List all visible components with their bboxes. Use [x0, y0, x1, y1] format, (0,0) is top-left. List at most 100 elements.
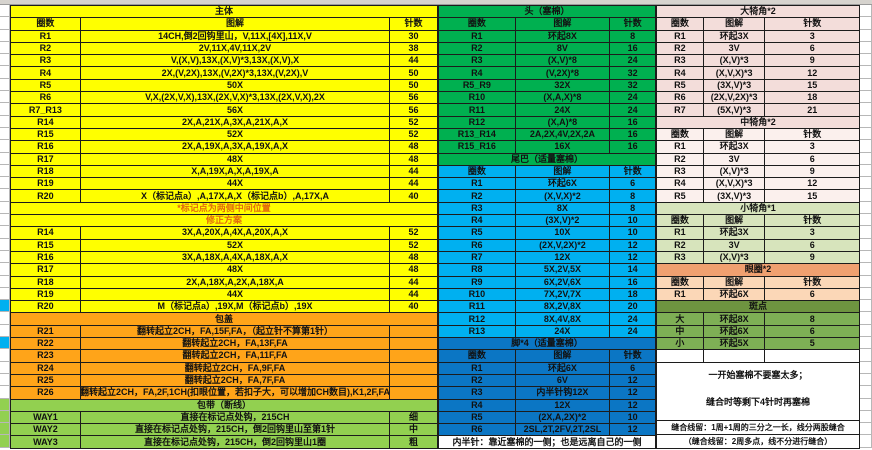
round-label-cell[interactable]: R4 — [439, 215, 516, 228]
stitch-count-cell[interactable]: 52 — [390, 116, 438, 129]
stitch-count-cell[interactable]: 9 — [765, 55, 860, 68]
round-label-cell[interactable]: R15_R16 — [439, 141, 516, 154]
section-title-eye-ring[interactable]: 眼圈*2 — [657, 264, 860, 277]
stitch-count-cell[interactable]: 50 — [390, 79, 438, 93]
pattern-cell[interactable]: 环起6X — [515, 178, 611, 191]
pattern-cell[interactable]: V,X,(2X,V,X),13X,(2X,V,X)*3,13X,(2X,V,X)… — [80, 92, 391, 105]
round-label-cell[interactable]: R14 — [11, 227, 81, 240]
col-header-stitches[interactable]: 针数 — [765, 18, 860, 31]
round-label-cell[interactable]: R15 — [11, 128, 81, 142]
pattern-cell[interactable]: 12X — [515, 399, 611, 412]
stitch-count-cell[interactable]: 12 — [610, 239, 656, 252]
marker-note[interactable]: *标记点为两侧中间位置 — [11, 202, 438, 216]
pattern-cell[interactable]: (3X,V)*3 — [703, 190, 766, 203]
stitch-count-cell[interactable]: 8 — [610, 30, 656, 43]
round-label-cell[interactable]: R5 — [657, 190, 704, 203]
pattern-cell[interactable]: (X,A,X)*8 — [515, 92, 611, 105]
round-label-cell[interactable]: R3 — [11, 55, 81, 68]
pattern-cell[interactable]: 6V — [515, 374, 611, 388]
round-label-cell[interactable]: R2 — [657, 239, 704, 252]
stitch-count-cell[interactable]: 52 — [390, 128, 438, 142]
stitch-count-cell[interactable] — [390, 338, 438, 351]
stitch-count-cell[interactable]: 52 — [390, 227, 438, 240]
pattern-cell[interactable]: M（标记点a）,19X,M（标记点b）,19X — [80, 301, 391, 314]
thickness-cell[interactable]: 细 — [390, 411, 438, 425]
stitch-count-cell[interactable]: 24 — [610, 55, 656, 68]
stitch-count-cell[interactable]: 56 — [390, 92, 438, 105]
col-header-pattern[interactable]: 图解 — [703, 18, 766, 31]
col-header-stitches[interactable]: 针数 — [765, 215, 860, 228]
note-seam-length[interactable]: 缝合线留：1周+1周的三分之一长，线分两股缝合 — [657, 420, 859, 434]
note-stuff-later[interactable]: 缝合时等剩下4针时再塞棉 — [705, 397, 810, 407]
section-title-cover[interactable]: 包盖 — [11, 313, 438, 326]
pattern-cell[interactable]: 2A,2X,4V,2X,2A — [515, 128, 611, 142]
round-label-cell[interactable]: R1 — [11, 30, 81, 43]
pattern-cell[interactable]: 环起3X — [703, 227, 766, 240]
stitch-count-cell[interactable]: 6 — [765, 239, 860, 252]
pattern-cell[interactable]: 环起8X — [703, 313, 766, 326]
stitch-count-cell[interactable]: 16 — [610, 128, 656, 142]
stitch-count-cell[interactable]: 18 — [765, 92, 860, 105]
section-title-head[interactable]: 头（塞棉） — [439, 6, 656, 19]
round-label-cell[interactable]: R2 — [11, 42, 81, 56]
stitch-count-cell[interactable]: 12 — [610, 387, 656, 400]
pattern-cell[interactable]: 8X — [515, 202, 611, 216]
pattern-cell[interactable]: 12X — [515, 251, 611, 265]
col-header-rounds[interactable]: 圈数 — [657, 18, 704, 31]
pattern-cell[interactable]: X,A,19X,A,X,A,19X,A — [80, 165, 391, 179]
round-label-cell[interactable]: R2 — [439, 190, 516, 203]
stitch-count-cell[interactable]: 12 — [610, 424, 656, 437]
round-label-cell[interactable]: R16 — [11, 251, 81, 265]
round-label-cell[interactable]: R24 — [11, 362, 81, 375]
pattern-cell[interactable]: 3X,A,20X,A,4X,A,20X,A,X — [80, 227, 391, 240]
round-label-cell[interactable]: R3 — [439, 202, 516, 216]
round-label-cell[interactable]: R4 — [439, 399, 516, 412]
round-label-cell[interactable]: R4 — [657, 178, 704, 191]
pattern-cell[interactable]: 3V — [703, 239, 766, 252]
round-label-cell[interactable]: R1 — [657, 141, 704, 154]
stitch-count-cell[interactable]: 24 — [610, 325, 656, 339]
round-label-cell[interactable]: R19 — [11, 178, 81, 191]
pattern-cell[interactable]: 2X,A,18X,A,2X,A,18X,A — [80, 276, 391, 289]
stitch-count-cell[interactable]: 52 — [390, 239, 438, 252]
pattern-cell[interactable]: X（标记点a）,A,17X,A,X（标记点b）,A,17X,A — [80, 190, 391, 203]
stitch-count-cell[interactable]: 21 — [765, 104, 860, 117]
pattern-cell[interactable]: 2X,A,19X,A,3X,A,19X,A,X — [80, 141, 391, 154]
pattern-cell[interactable]: (X,A)*8 — [515, 116, 611, 129]
pattern-cell[interactable]: 2X,(V,2X),13X,(V,2X)*3,13X,(V,2X),V — [80, 67, 391, 80]
stitch-count-cell[interactable]: 10 — [610, 411, 656, 425]
pattern-cell[interactable]: (X,V,X)*3 — [703, 178, 766, 191]
stitch-count-cell[interactable]: 48 — [390, 264, 438, 277]
round-label-cell[interactable]: R12 — [439, 313, 516, 326]
round-label-cell[interactable]: R26 — [11, 387, 81, 400]
size-label-cell[interactable]: 小 — [657, 338, 704, 351]
round-label-cell[interactable]: R20 — [11, 190, 81, 203]
pattern-cell[interactable]: 翻转起立2CH，FA,11F,FA — [80, 350, 391, 363]
stitch-count-cell[interactable]: 12 — [765, 178, 860, 191]
pattern-cell[interactable]: 10X — [515, 227, 611, 240]
pattern-cell[interactable]: 环起3X — [703, 141, 766, 154]
stitch-count-cell[interactable] — [390, 387, 438, 400]
round-label-cell[interactable]: R7 — [657, 104, 704, 117]
stitch-count-cell[interactable]: 10 — [610, 215, 656, 228]
note-seam-alt[interactable]: （缝合线留：2周多点，线不分进行缝合） — [657, 434, 859, 448]
stitch-count-cell[interactable]: 16 — [610, 116, 656, 129]
pattern-cell[interactable]: 环起6X — [703, 288, 766, 302]
way-label-cell[interactable]: WAY3 — [11, 436, 81, 449]
round-label-cell[interactable]: R5 — [11, 79, 81, 93]
pattern-cell[interactable]: 直接在标记点处钩，215CH — [80, 411, 391, 425]
stitch-count-cell[interactable]: 30 — [390, 30, 438, 43]
stitch-count-cell[interactable]: 12 — [765, 67, 860, 80]
pattern-cell[interactable]: 环起6X — [515, 362, 611, 375]
stitch-count-cell[interactable]: 44 — [390, 178, 438, 191]
stitch-count-cell[interactable]: 40 — [390, 190, 438, 203]
pattern-cell[interactable]: (X,V)*8 — [515, 55, 611, 68]
round-label-cell[interactable]: R14 — [11, 116, 81, 129]
pattern-cell[interactable]: 8X,2V,8X — [515, 301, 611, 314]
stitch-count-cell[interactable]: 6 — [765, 288, 860, 302]
half-stitch-note[interactable]: 内半针：靠近塞棉的一侧；也是远离自己的一侧 — [439, 436, 656, 449]
round-label-cell[interactable]: R1 — [439, 178, 516, 191]
stitch-count-cell[interactable]: 44 — [390, 55, 438, 68]
col-header-pattern[interactable]: 图解 — [80, 18, 391, 31]
stitch-count-cell[interactable]: 50 — [390, 67, 438, 80]
